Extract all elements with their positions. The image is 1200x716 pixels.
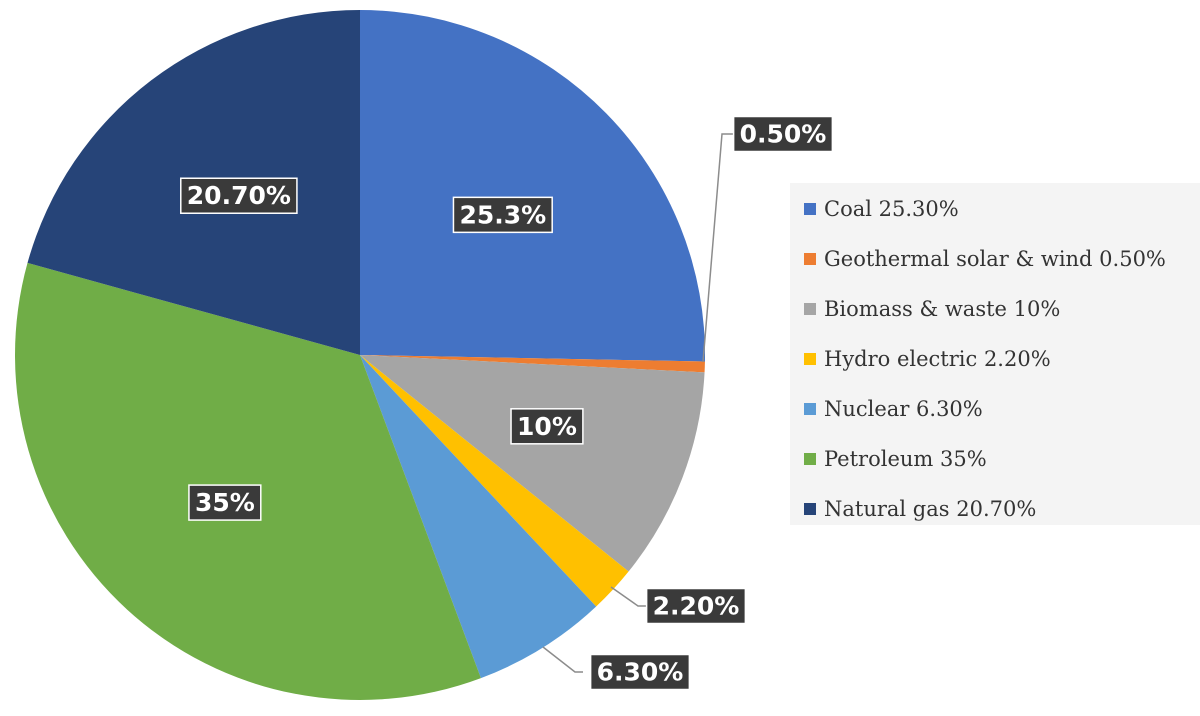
leader-line xyxy=(702,133,738,363)
data-label-box xyxy=(188,484,262,521)
legend-item: Biomass & waste 10% xyxy=(804,294,1060,324)
data-label: 10% xyxy=(510,408,584,445)
legend-swatch xyxy=(804,253,816,265)
data-label-box xyxy=(589,653,691,691)
legend-item: Geothermal solar & wind 0.50% xyxy=(804,244,1166,274)
legend-label: Nuclear 6.30% xyxy=(824,397,983,421)
data-label-box xyxy=(645,587,747,625)
legend-label: Petroleum 35% xyxy=(824,447,987,471)
legend-swatch xyxy=(804,303,816,315)
data-label: 6.30% xyxy=(589,653,691,691)
data-labels: 25.3% 0.50% 10% 2.20% 6.30% 35% 20.70% xyxy=(180,115,834,691)
data-label-box xyxy=(452,196,553,234)
pie-slice-geothermal-solar-wind xyxy=(360,355,705,373)
legend-swatch xyxy=(804,203,816,215)
legend-label: Natural gas 20.70% xyxy=(824,497,1037,521)
legend-swatch xyxy=(804,353,816,365)
pie-slice-petroleum xyxy=(14,262,481,701)
legend-swatch xyxy=(804,453,816,465)
legend-label: Coal 25.30% xyxy=(824,197,959,221)
legend-item: Nuclear 6.30% xyxy=(804,394,983,424)
data-label: 25.3% xyxy=(452,196,553,234)
pie-slice-hydro-electric xyxy=(360,355,629,607)
data-label-box xyxy=(732,115,834,153)
leader-line xyxy=(610,586,652,607)
data-label-text: 20.70% xyxy=(187,181,291,210)
leader-line xyxy=(542,646,583,673)
legend-item: Petroleum 35% xyxy=(804,444,987,474)
legend-label: Geothermal solar & wind 0.50% xyxy=(824,247,1166,271)
data-label-text: 6.30% xyxy=(597,658,684,687)
legend-item: Hydro electric 2.20% xyxy=(804,344,1051,374)
data-label-text: 0.50% xyxy=(740,120,827,149)
pie-slice-biomass-waste xyxy=(360,355,705,572)
pie-slice-coal xyxy=(360,10,705,362)
data-label-text: 25.3% xyxy=(459,200,546,229)
legend-swatch xyxy=(804,403,816,415)
pie-slice-nuclear xyxy=(360,355,597,679)
data-label-text: 2.20% xyxy=(653,592,740,621)
data-label-box xyxy=(510,408,584,445)
data-label-text: 35% xyxy=(195,488,255,517)
legend-swatch xyxy=(804,503,816,515)
data-label: 35% xyxy=(188,484,262,521)
data-label: 2.20% xyxy=(645,587,747,625)
pie-slices xyxy=(14,10,705,701)
data-label-text: 10% xyxy=(517,412,577,441)
data-label: 20.70% xyxy=(180,177,298,214)
legend-label: Biomass & waste 10% xyxy=(824,297,1061,321)
legend-item: Natural gas 20.70% xyxy=(804,494,1036,524)
legend: Coal 25.30% Geothermal solar & wind 0.50%… xyxy=(790,183,1200,525)
data-label-box xyxy=(180,177,298,214)
legend-label: Hydro electric 2.20% xyxy=(824,347,1051,371)
data-label: 0.50% xyxy=(732,115,834,153)
legend-item: Coal 25.30% xyxy=(804,194,959,224)
